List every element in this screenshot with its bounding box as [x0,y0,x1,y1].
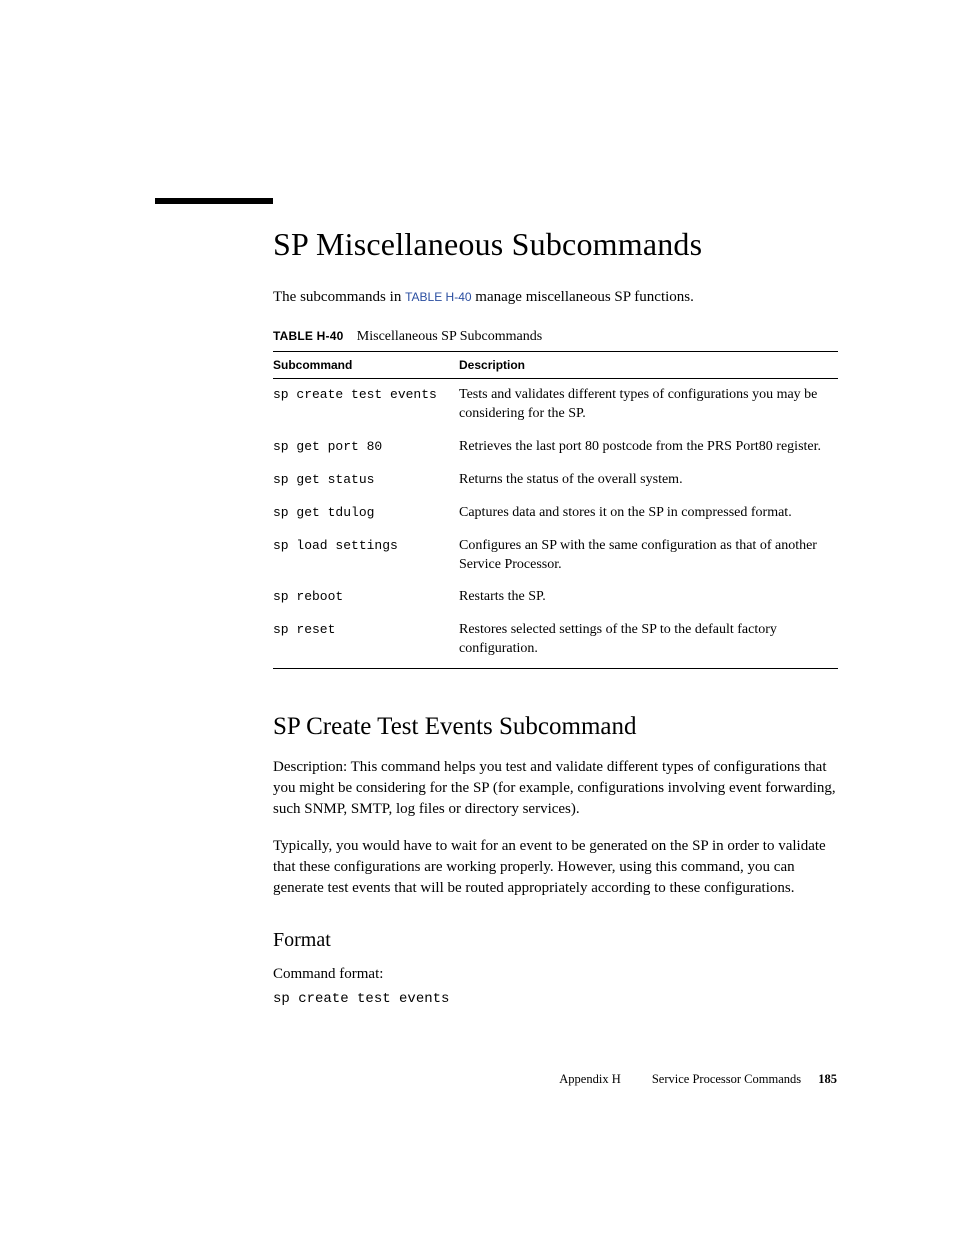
subcommand-cell: sp reset [273,614,459,668]
table-label: TABLE H-40 [273,329,343,343]
table-header-subcommand: Subcommand [273,352,459,379]
description-cell: Captures data and stores it on the SP in… [459,497,838,530]
section-paragraph-1: Description: This command helps you test… [273,757,838,820]
table-row: sp load settings Configures an SP with t… [273,530,838,582]
table-row: sp get status Returns the status of the … [273,464,838,497]
subcommand-cell: sp get port 80 [273,431,459,464]
page: SP Miscellaneous Subcommands The subcomm… [0,0,954,1235]
subcommand-cell: sp get status [273,464,459,497]
section-rule [155,198,273,204]
description-cell: Restores selected settings of the SP to … [459,614,838,668]
page-title: SP Miscellaneous Subcommands [273,226,838,263]
description-cell: Retrieves the last port 80 postcode from… [459,431,838,464]
description-cell: Configures an SP with the same configura… [459,530,838,582]
description-cell: Restarts the SP. [459,581,838,614]
table-row: sp get port 80 Retrieves the last port 8… [273,431,838,464]
subcommand-cell: sp get tdulog [273,497,459,530]
footer-appendix: Appendix H [559,1072,620,1086]
footer-chapter: Service Processor Commands [652,1072,801,1086]
table-caption-text: Miscellaneous SP Subcommands [357,329,542,344]
table-caption: TABLE H-40 Miscellaneous SP Subcommands [273,329,838,345]
section-paragraph-2: Typically, you would have to wait for an… [273,836,838,899]
subcommand-cell: sp load settings [273,530,459,582]
format-label: Command format: [273,964,838,985]
format-heading: Format [273,929,838,952]
table-row: sp create test events Tests and validate… [273,379,838,431]
intro-text-pre: The subcommands in [273,289,405,305]
table-row: sp get tdulog Captures data and stores i… [273,497,838,530]
footer-page-number: 185 [818,1072,837,1086]
description-cell: Tests and validates different types of c… [459,379,838,431]
section-heading: SP Create Test Events Subcommand [273,713,838,741]
format-command: sp create test events [273,991,838,1007]
content-column: SP Miscellaneous Subcommands The subcomm… [273,226,838,1007]
intro-text-post: manage miscellaneous SP functions. [472,289,694,305]
description-cell: Returns the status of the overall system… [459,464,838,497]
subcommand-cell: sp reboot [273,581,459,614]
subcommands-table: Subcommand Description sp create test ev… [273,351,838,669]
intro-paragraph: The subcommands in TABLE H-40 manage mis… [273,287,838,307]
table-header-description: Description [459,352,838,379]
table-row: sp reboot Restarts the SP. [273,581,838,614]
subcommand-cell: sp create test events [273,379,459,431]
table-xref-link[interactable]: TABLE H-40 [405,290,471,304]
table-row: sp reset Restores selected settings of t… [273,614,838,668]
page-footer: Appendix H Service Processor Commands 18… [559,1072,837,1087]
